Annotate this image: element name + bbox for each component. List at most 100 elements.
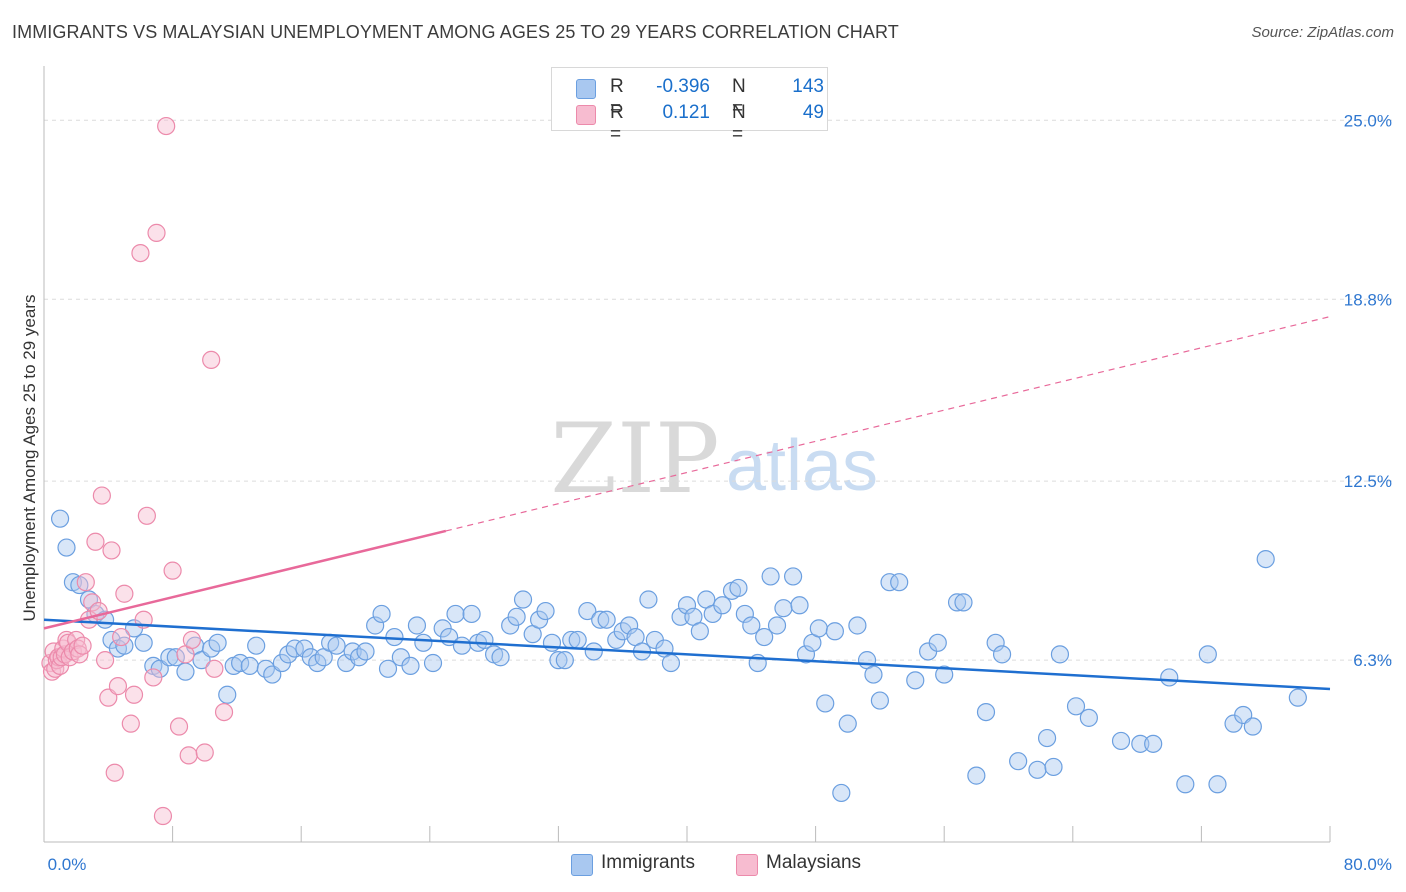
grid-lines — [44, 119, 1392, 661]
point-immigrants — [947, 593, 967, 612]
point-immigrants — [414, 633, 433, 652]
legend-swatch-immigrants — [576, 79, 596, 99]
point-immigrants — [366, 616, 385, 635]
point-immigrants — [825, 622, 844, 641]
source-label: Source: ZipAtlas.com — [1251, 24, 1394, 41]
legend-r-label: R = — [610, 102, 624, 145]
point-immigrants — [890, 573, 909, 592]
point-immigrants — [549, 651, 568, 670]
point-immigrants — [452, 636, 472, 655]
point-immigrants — [677, 596, 697, 615]
point-immigrants — [1079, 708, 1098, 727]
point-immigrants — [507, 607, 526, 626]
y-tick-label: 18.8% — [1344, 290, 1392, 309]
point-immigrants — [134, 633, 153, 652]
point-immigrants — [906, 671, 925, 690]
point-immigrants — [935, 665, 954, 684]
trend-line-immigrants — [43, 618, 1331, 691]
point-malaysians — [179, 746, 198, 765]
point-immigrants — [1044, 757, 1063, 777]
point-immigrants — [761, 567, 780, 586]
bottom-legend-label-malaysians: Malaysians — [766, 852, 862, 873]
point-immigrants — [1144, 734, 1163, 753]
point-immigrants — [1037, 728, 1057, 748]
watermark-atlas: atlas — [726, 426, 878, 506]
point-immigrants — [372, 604, 391, 624]
legend-n-value: 143 — [792, 76, 824, 97]
point-malaysians — [214, 702, 234, 722]
point-malaysians — [124, 685, 144, 704]
axes — [43, 66, 1331, 843]
point-immigrants — [1198, 645, 1217, 664]
point-immigrants — [742, 616, 761, 635]
point-immigrants — [661, 653, 681, 673]
x-tick-label-max: 80.0% — [1344, 855, 1392, 874]
point-immigrants — [1028, 760, 1047, 779]
point-immigrants — [1050, 645, 1070, 664]
point-immigrants — [578, 601, 597, 621]
point-immigrants — [713, 596, 732, 615]
point-immigrants — [407, 616, 427, 635]
trend-line-dashed-malaysians — [445, 316, 1331, 532]
point-immigrants — [240, 656, 259, 676]
point-malaysians — [121, 714, 140, 733]
point-immigrants — [247, 636, 266, 655]
point-immigrants — [568, 630, 587, 650]
point-immigrants — [620, 616, 639, 635]
point-immigrants — [928, 633, 947, 652]
point-malaysians — [153, 806, 173, 826]
legend-n-value: 49 — [802, 102, 824, 123]
point-malaysians — [108, 677, 128, 696]
point-immigrants — [475, 630, 494, 650]
point-malaysians — [86, 532, 105, 551]
point-immigrants — [378, 659, 398, 678]
point-immigrants — [864, 665, 883, 684]
bottom-legend-swatch-malaysians — [736, 854, 758, 876]
legend-r-label: R = — [610, 76, 624, 119]
point-malaysians — [144, 668, 163, 687]
point-malaysians — [205, 659, 224, 678]
point-malaysians — [195, 743, 214, 762]
point-malaysians — [112, 627, 131, 647]
point-malaysians — [95, 651, 115, 670]
y-ticks: 6.3% 12.5% 18.8% 25.0% 0.0% 80.0% — [48, 111, 1392, 874]
point-immigrants — [1208, 775, 1227, 794]
point-immigrants — [1131, 734, 1150, 753]
point-malaysians — [115, 584, 134, 603]
point-immigrants — [176, 662, 195, 681]
y-tick-label: 12.5% — [1344, 472, 1392, 491]
point-immigrants — [690, 622, 709, 641]
point-immigrants — [57, 538, 76, 557]
point-immigrants — [870, 691, 890, 710]
watermark-zip: ZIP — [550, 403, 719, 515]
point-immigrants — [555, 651, 574, 670]
point-immigrants — [356, 642, 375, 661]
point-immigrants — [735, 604, 754, 624]
point-malaysians — [73, 636, 92, 655]
point-malaysians — [92, 486, 111, 505]
point-immigrants — [796, 645, 816, 664]
point-immigrants — [1243, 717, 1262, 736]
point-malaysians — [147, 223, 166, 242]
point-malaysians — [76, 573, 95, 592]
point-immigrants — [755, 627, 774, 647]
point-immigrants — [809, 619, 828, 638]
point-immigrants — [491, 648, 510, 667]
y-tick-label: 25.0% — [1344, 111, 1392, 130]
point-immigrants — [1256, 549, 1275, 569]
point-immigrants — [423, 653, 443, 673]
chart-title: IMMIGRANTS VS MALAYSIAN UNEMPLOYMENT AMO… — [12, 22, 899, 42]
point-immigrants — [218, 685, 237, 704]
point-immigrants — [967, 766, 986, 785]
point-immigrants — [790, 596, 809, 615]
point-immigrants — [462, 604, 481, 624]
point-immigrants — [401, 656, 420, 676]
point-immigrants — [1160, 668, 1179, 687]
bottom-legend-swatch-immigrants — [571, 854, 593, 876]
point-immigrants — [880, 573, 899, 592]
point-immigrants — [816, 694, 835, 713]
y-tick-label: 6.3% — [1353, 651, 1392, 670]
point-malaysians — [137, 506, 156, 525]
bottom-legend-label-immigrants: Immigrants — [601, 852, 695, 873]
point-immigrants — [208, 633, 227, 652]
